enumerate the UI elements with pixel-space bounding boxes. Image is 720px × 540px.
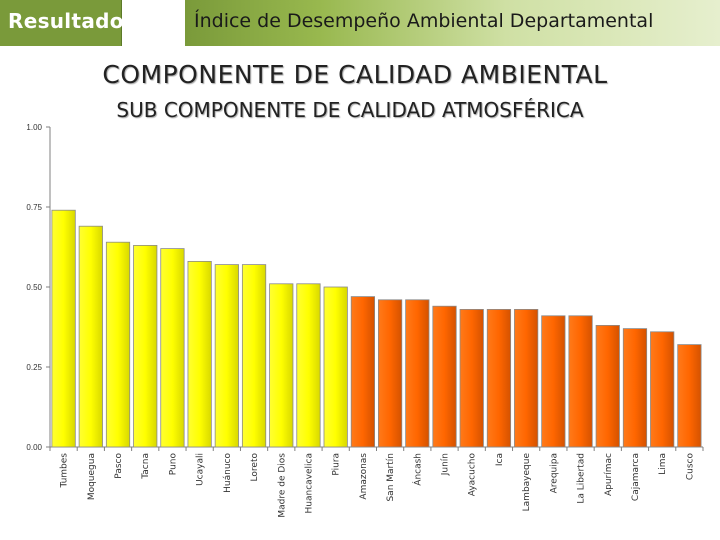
bar-ayacucho [459, 308, 484, 448]
bar-ica [486, 308, 512, 448]
slide-subtitle: SUB COMPONENTE DE CALIDAD ATMOSFÉRICA [116, 98, 584, 122]
bar-madre-de-dios [269, 283, 294, 448]
bar-loreto [241, 264, 267, 448]
result-badge: Resultado [0, 0, 124, 46]
bar-apurímac [595, 324, 620, 448]
bar-cajamarca [622, 328, 648, 448]
category-label: Huancavelica [304, 453, 314, 513]
header-banner: Índice de Desempeño Ambiental Departamen… [185, 0, 720, 46]
category-label: Tumbes [60, 453, 70, 489]
category-label: Puno [168, 453, 178, 476]
y-tick-label: 0.75 [26, 203, 42, 212]
category-label: Apurímac [604, 453, 614, 496]
category-label: Arequipa [549, 453, 559, 493]
bar-lambayeque [514, 308, 539, 448]
axis-layer: 0.00 0.25 0.50 0.75 1.00 [26, 123, 704, 452]
bar-arequipa [541, 315, 566, 448]
category-label: Junín [441, 453, 451, 476]
y-tick-label: 0.00 [26, 443, 42, 452]
bar-la-libertad [568, 315, 593, 448]
y-tick-label: 0.50 [26, 283, 42, 292]
category-label: Amazonas [359, 453, 369, 500]
category-label: Cusco [685, 453, 695, 481]
y-tick-label: 1.00 [26, 123, 42, 132]
label-layer: Tumbes Moquegua Pasco Tacna Puno Ucayali Huánu… [60, 453, 696, 518]
bar-amazonas [350, 296, 376, 448]
bar-puno [160, 248, 185, 448]
category-label: La Libertad [577, 453, 587, 504]
banner-title: Índice de Desempeño Ambiental Departamen… [194, 10, 654, 32]
result-badge-label: Resultado [8, 9, 124, 33]
slide-title: COMPONENTE DE CALIDAD AMBIENTAL [102, 60, 608, 89]
bar-áncash [405, 299, 430, 448]
slide-titles: COMPONENTE DE CALIDAD AMBIENTAL SUB COMP… [0, 60, 720, 122]
bar-layer [51, 209, 702, 448]
category-label: Áncash [411, 453, 423, 486]
bar-ucayali [187, 260, 212, 448]
category-label: Lima [658, 453, 668, 475]
bar-lima [650, 331, 675, 448]
category-label: Moquegua [87, 453, 97, 500]
bar-junín [432, 305, 457, 448]
bar-san-martín [377, 299, 403, 448]
category-label: Ucayali [196, 453, 206, 486]
bar-huancavelica [296, 283, 321, 448]
y-tick-label: 0.25 [26, 363, 42, 372]
category-label: Madre de Dios [277, 453, 287, 518]
bar-moquegua [78, 225, 103, 448]
category-label: San Martín [386, 453, 396, 502]
category-label: Piura [332, 453, 342, 476]
category-label: Tacna [141, 453, 151, 480]
category-label: Cajamarca [631, 453, 641, 501]
category-label: Lambayeque [522, 453, 532, 512]
category-label: Huánuco [223, 453, 233, 493]
bar-cusco [677, 344, 702, 448]
category-label: Pasco [114, 453, 124, 479]
bar-pasco [105, 241, 131, 448]
bar-piura [323, 286, 348, 448]
category-label: Ica [495, 453, 505, 466]
category-label: Loreto [250, 453, 260, 482]
category-label: Ayacucho [468, 453, 478, 497]
bar-tumbes [51, 209, 76, 448]
bar-tacna [133, 244, 158, 448]
bar-chart: 0.00 0.25 0.50 0.75 1.00 Tumbes Moquegua Pasco… [26, 123, 704, 518]
bar-huánuco [214, 264, 239, 448]
